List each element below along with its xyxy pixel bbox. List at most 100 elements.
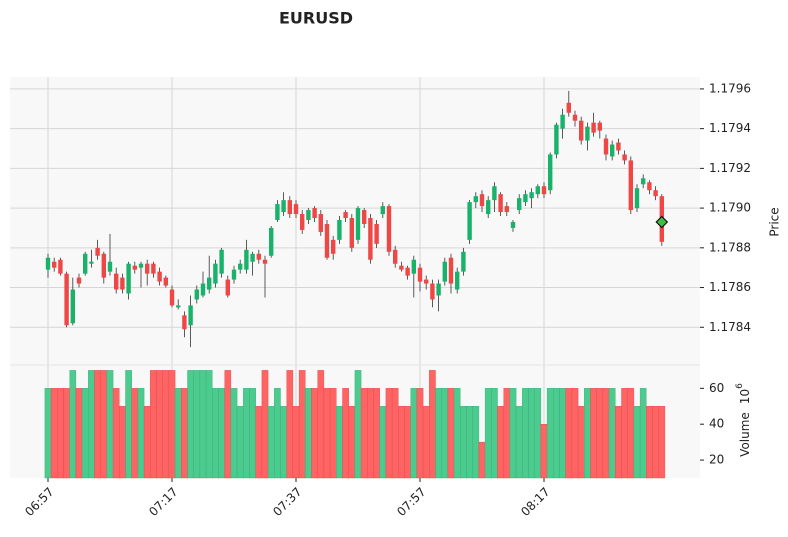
volume-bar — [106, 370, 114, 479]
volume-bar — [100, 370, 108, 479]
candle-body — [405, 267, 410, 276]
volume-bar — [546, 388, 554, 479]
candle-body — [269, 227, 274, 256]
candle-body — [213, 263, 218, 284]
candle-body — [399, 265, 404, 270]
volume-bar — [410, 388, 418, 479]
candle-body — [293, 204, 299, 215]
y-tick-label: 1.1784 — [709, 320, 751, 334]
volume-bar — [447, 388, 455, 479]
volume-bar — [261, 370, 269, 479]
candle-body — [120, 277, 125, 290]
candle-body — [151, 263, 156, 274]
candle-body — [70, 289, 75, 324]
x-tick-label: 08:17 — [518, 485, 552, 519]
volume-bar — [615, 406, 622, 479]
candle-body — [331, 239, 336, 254]
volume-bar — [137, 388, 145, 479]
candle-body — [591, 122, 596, 133]
volume-bar — [435, 388, 442, 479]
candle-body — [616, 142, 621, 151]
volume-bar — [385, 388, 393, 479]
volume-bar — [212, 388, 219, 479]
candle-body — [312, 208, 317, 219]
volume-bar — [608, 388, 616, 479]
candle-body — [641, 178, 646, 185]
candle-body — [647, 182, 652, 191]
candle-body — [355, 208, 361, 240]
volume-bar — [174, 388, 182, 479]
candle-body — [411, 259, 416, 274]
volume-bar — [559, 388, 566, 479]
volume-scale-base: 10 — [738, 389, 752, 404]
candle-body — [461, 251, 466, 272]
candle-body — [318, 214, 323, 232]
candle-body — [138, 263, 144, 268]
volume-bar — [472, 406, 480, 479]
candle-body — [610, 144, 615, 157]
volume-bar — [156, 370, 163, 479]
volume-bar — [497, 406, 504, 479]
volume-bar — [565, 388, 573, 479]
candle-body — [417, 267, 423, 282]
volume-bar — [652, 406, 659, 479]
candle-body — [300, 214, 305, 230]
candle-body — [603, 138, 609, 155]
volume-bar — [627, 388, 635, 479]
candle-body — [238, 263, 243, 270]
volume-bar — [602, 388, 610, 479]
volume-bar — [69, 370, 77, 479]
volume-bar — [553, 388, 560, 479]
candle-body — [517, 198, 522, 211]
candle-body — [126, 263, 131, 294]
volume-bar — [577, 406, 585, 479]
volume-bar — [249, 388, 256, 479]
volume-bar — [311, 388, 318, 479]
volume-bar — [112, 388, 120, 479]
candle-body — [45, 257, 51, 270]
volume-scale-exponent: 6 — [735, 383, 745, 389]
volume-bar — [354, 370, 362, 479]
volume-bar — [540, 423, 548, 479]
candle-body — [541, 186, 547, 195]
volume-bar — [584, 388, 591, 479]
volume-bar — [329, 388, 337, 479]
candle-body — [343, 212, 348, 219]
volume-bar — [633, 406, 641, 479]
candle-body — [275, 204, 280, 221]
y-tick-label: 1.1790 — [709, 201, 751, 215]
volume-bar — [639, 388, 647, 479]
volume-bar — [422, 406, 430, 479]
volume-bar — [181, 388, 188, 479]
candle-body — [287, 200, 292, 215]
candle-body — [101, 253, 106, 278]
volume-bar — [243, 388, 250, 479]
y-tick-label: 1.1792 — [709, 161, 751, 175]
volume-bar — [274, 388, 281, 479]
volume-bar — [187, 370, 194, 479]
volume-bar — [292, 406, 300, 479]
volume-axis-label: Volume 106 — [735, 383, 752, 457]
volume-bar — [199, 370, 207, 479]
candle-body — [176, 305, 181, 308]
volume-bar — [131, 388, 139, 479]
candle-body — [207, 277, 212, 290]
volume-bar — [205, 370, 213, 479]
volume-bar — [590, 388, 597, 479]
volume-bar — [255, 406, 263, 479]
candle-body — [628, 160, 633, 211]
candle-body — [430, 283, 435, 300]
volume-bar — [528, 388, 535, 479]
candle-body — [169, 289, 175, 306]
candle-body — [380, 206, 385, 215]
candle-body — [529, 192, 534, 199]
candle-body — [281, 200, 286, 213]
candle-body — [386, 206, 392, 252]
volume-bar — [509, 388, 517, 479]
volume-bar — [224, 370, 232, 479]
candle-body — [535, 186, 540, 195]
volume-bar — [119, 406, 126, 479]
candle-body — [324, 223, 330, 258]
x-tick-label: 06:57 — [22, 485, 56, 519]
